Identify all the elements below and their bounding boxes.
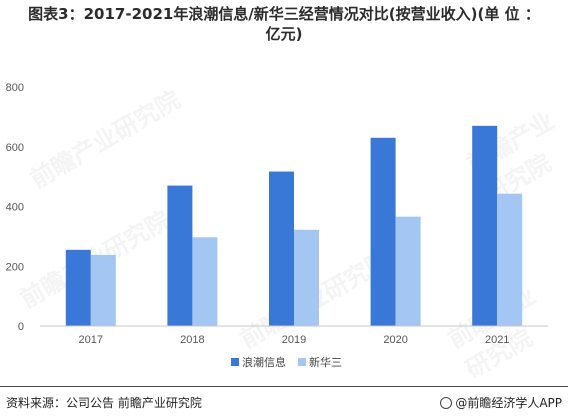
y-axis: 0 200 400 600 800 xyxy=(6,82,24,333)
brand-label: @前瞻经济学人APP xyxy=(455,396,562,410)
x-tick-label: 2021 xyxy=(485,334,509,346)
chart-title: 图表3：2017-2021年浪潮信息/新华三经营情况对比(按营业收入)(单 位 … xyxy=(0,4,568,44)
y-tick-label: 400 xyxy=(6,202,24,214)
bars xyxy=(65,125,523,327)
legend-label: 新华三 xyxy=(309,355,342,369)
bar-series2-2020 xyxy=(395,216,421,326)
bar-series2-2018 xyxy=(192,237,218,326)
x-axis: 2017 2018 2019 2020 2021 xyxy=(79,334,510,346)
chart-title-line1: 图表3：2017-2021年浪潮信息/新华三经营情况对比(按营业收入)(单 位 … xyxy=(28,5,540,23)
bar-series1-2021 xyxy=(472,125,498,327)
bar-series2-2019 xyxy=(294,229,319,326)
footer: 资料来源：公司公告 前瞻产业研究院 @前瞻经济学人APP xyxy=(0,386,568,416)
y-tick-label: 800 xyxy=(6,82,24,94)
x-tick-label: 2018 xyxy=(180,334,204,346)
y-tick-label: 0 xyxy=(18,321,24,333)
bar-series1-2017 xyxy=(65,249,91,326)
bar-series2-2017 xyxy=(90,254,116,326)
chart-title-line2: 亿元) xyxy=(265,25,303,43)
source-note: 资料来源：公司公告 前瞻产业研究院 xyxy=(6,396,202,410)
x-tick-label: 2019 xyxy=(282,334,306,346)
legend: 浪潮信息 新华三 xyxy=(231,355,342,369)
brand-logo-icon xyxy=(440,396,453,409)
brand: @前瞻经济学人APP xyxy=(440,394,562,411)
x-tick-label: 2017 xyxy=(79,334,103,346)
x-tick-label: 2020 xyxy=(383,334,407,346)
legend-swatch xyxy=(231,358,239,366)
y-tick-label: 600 xyxy=(6,142,24,154)
legend-label: 浪潮信息 xyxy=(242,355,286,369)
bar-series1-2020 xyxy=(370,137,396,326)
bar-series2-2021 xyxy=(497,193,523,326)
bar-series1-2018 xyxy=(167,185,193,326)
bar-series1-2019 xyxy=(269,171,294,326)
legend-swatch xyxy=(298,358,306,366)
y-tick-label: 200 xyxy=(6,261,24,273)
